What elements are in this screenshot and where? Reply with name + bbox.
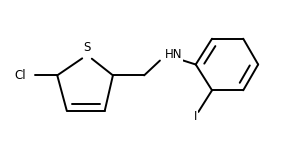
Text: Cl: Cl (15, 69, 26, 82)
Text: HN: HN (164, 49, 182, 62)
Text: I: I (194, 110, 197, 123)
Text: S: S (84, 41, 91, 54)
